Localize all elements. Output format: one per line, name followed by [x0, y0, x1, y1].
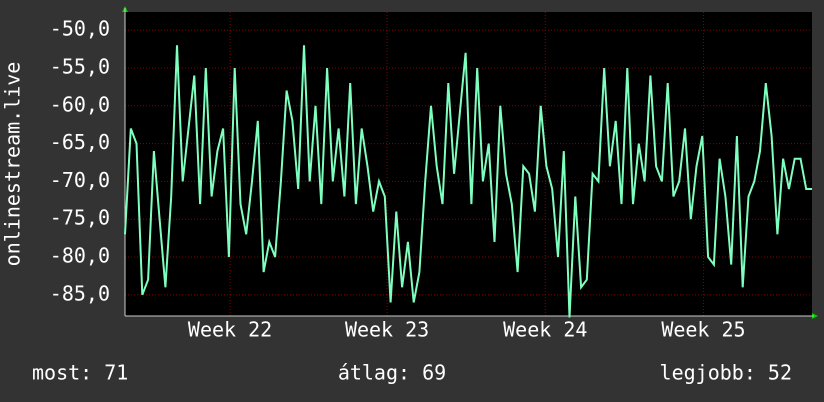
x-tick-label: Week 25 [661, 318, 745, 342]
y-axis-label: onlinestream.live [1, 62, 25, 267]
y-tick-label: -80,0 [50, 244, 110, 268]
y-tick-label: -55,0 [50, 54, 110, 78]
y-tick-label: -85,0 [50, 281, 110, 305]
plot-area [125, 12, 812, 316]
series-line [124, 45, 812, 318]
y-tick-label: -75,0 [50, 206, 110, 230]
footer-average: átlag: 69 [338, 361, 446, 385]
axis-arrow [812, 313, 818, 319]
x-tick-label: Week 22 [188, 318, 272, 342]
footer-current: most: 71 [32, 361, 128, 385]
y-tick-label: -50,0 [50, 17, 110, 41]
x-tick-label: Week 23 [345, 318, 429, 342]
y-tick-label: -65,0 [50, 130, 110, 154]
y-tick-label: -60,0 [50, 92, 110, 116]
y-tick-label: -70,0 [50, 168, 110, 192]
x-tick-label: Week 24 [503, 318, 587, 342]
footer-max: legjobb: 52 [660, 361, 792, 385]
